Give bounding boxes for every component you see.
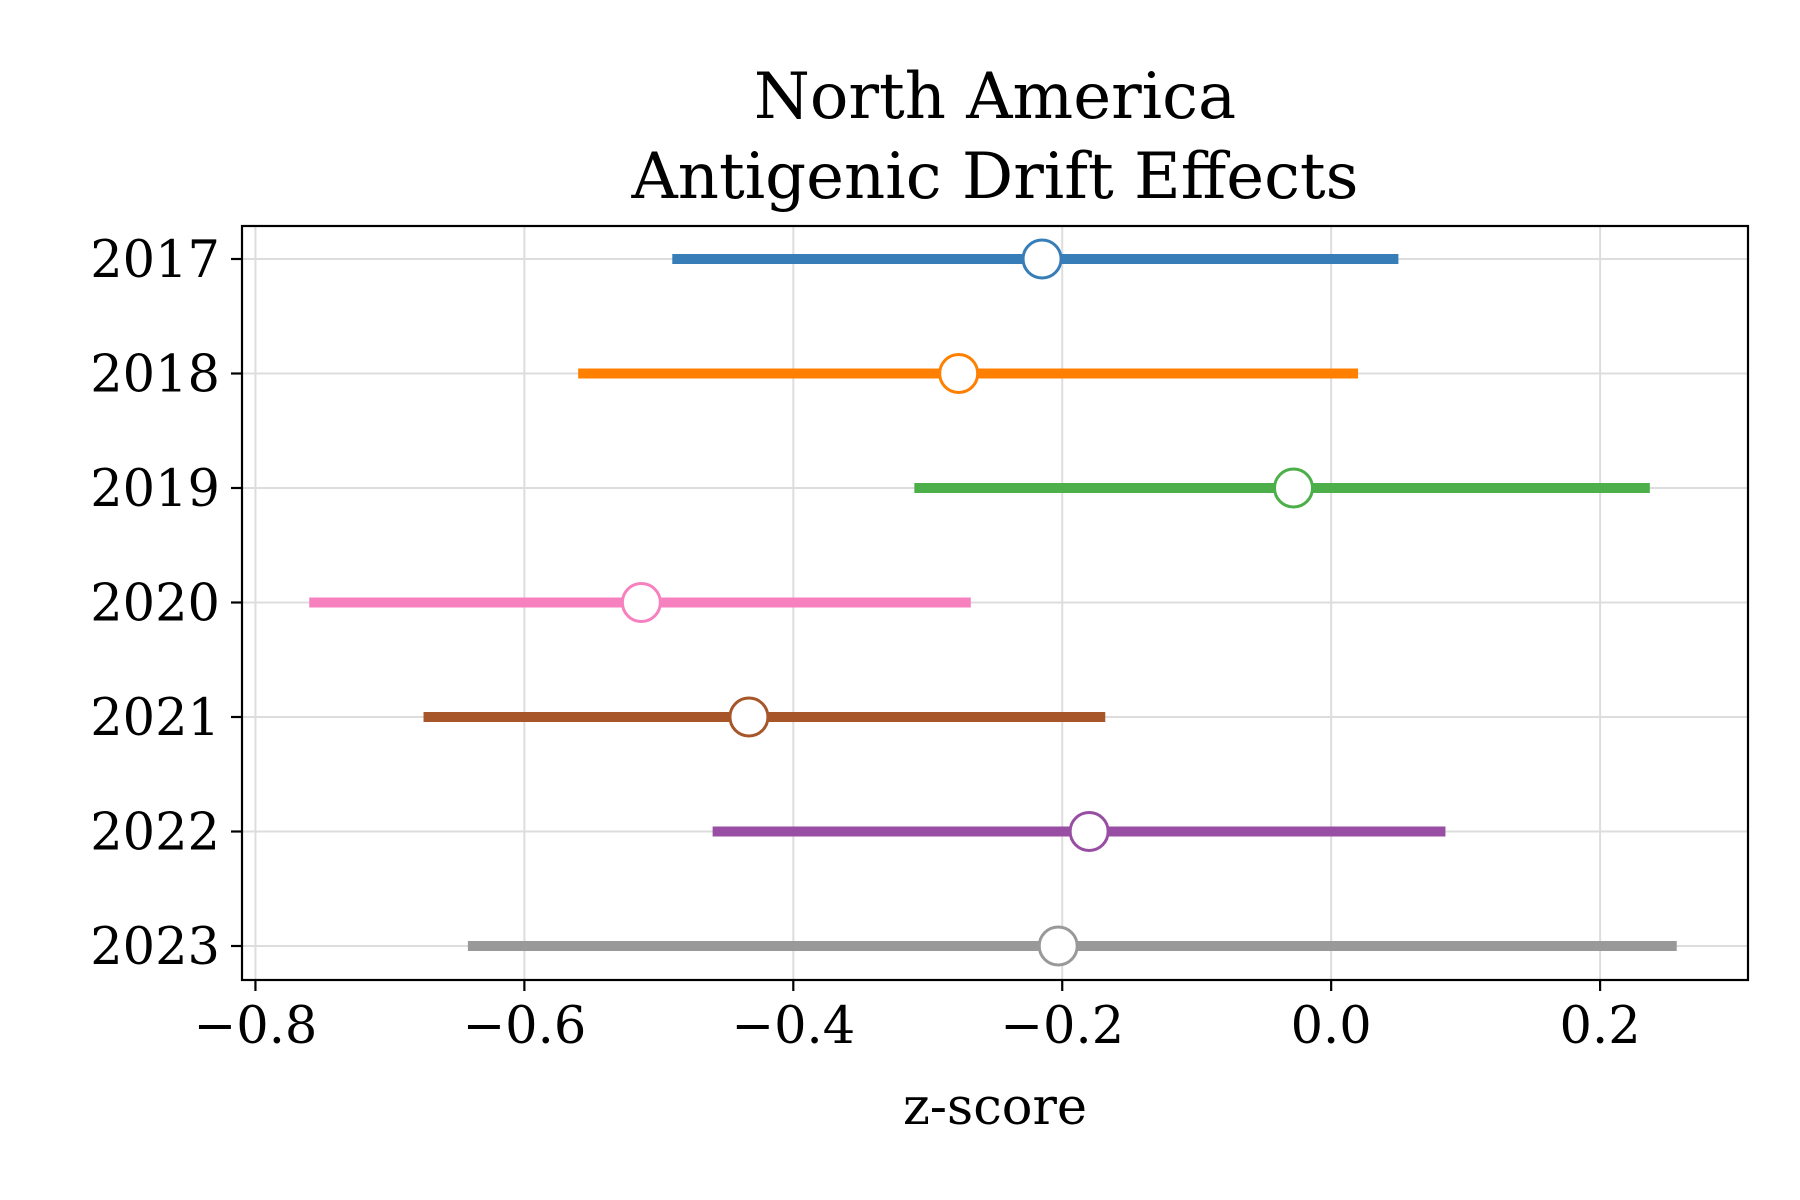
y-tick-label: 2022 — [90, 804, 220, 863]
estimate-point-2019 — [1273, 467, 1315, 509]
estimate-point-2017 — [1021, 238, 1063, 280]
estimate-point-2020 — [620, 582, 662, 623]
x-tick-label: −0.8 — [194, 997, 318, 1056]
plot-data — [309, 238, 1677, 967]
estimate-point-2021 — [728, 696, 770, 738]
estimate-point-2023 — [1037, 925, 1079, 967]
y-tick-label: 2020 — [90, 575, 220, 634]
y-tick-label: 2019 — [90, 460, 220, 519]
y-tick-label: 2017 — [90, 231, 220, 290]
estimate-point-2018 — [938, 353, 980, 394]
chart-title-line-2: Antigenic Drift Effects — [631, 140, 1359, 214]
x-tick-label: 0.2 — [1560, 997, 1641, 1056]
estimate-point-2022 — [1068, 811, 1110, 852]
x-tick-label: −0.2 — [1000, 997, 1124, 1056]
axes: −0.8 −0.6 −0.4 −0.2 0.0 0.2 2017 2018 2019 2020 20… — [90, 231, 1640, 1056]
y-tick-label: 2023 — [90, 918, 220, 977]
x-tick-label: −0.4 — [731, 997, 855, 1056]
y-tick-label: 2021 — [90, 689, 220, 748]
y-tick-label: 2018 — [90, 346, 220, 405]
x-tick-label: 0.0 — [1291, 997, 1372, 1056]
x-axis-label: z-score — [903, 1078, 1087, 1137]
chart-title-line-1: North America — [754, 60, 1236, 134]
x-tick-label: −0.6 — [462, 997, 586, 1056]
